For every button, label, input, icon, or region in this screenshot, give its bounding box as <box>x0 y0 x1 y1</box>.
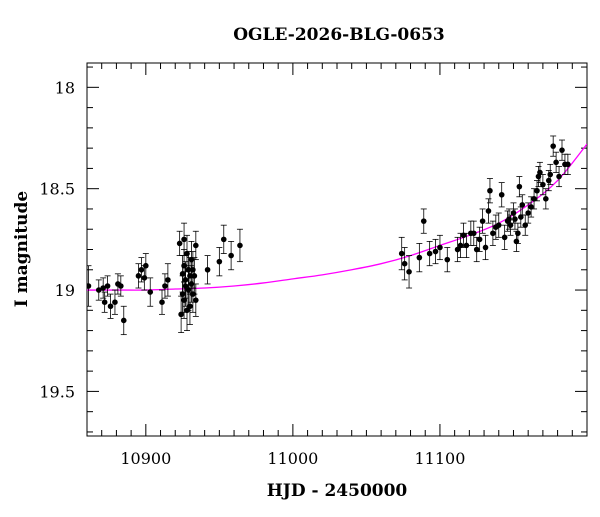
plot-frame <box>86 62 588 437</box>
data-point <box>193 297 199 303</box>
data-point <box>522 222 529 228</box>
data-point <box>531 196 537 202</box>
data-point <box>550 143 556 149</box>
data-point <box>147 289 154 295</box>
chart-title: OGLE-2026-BLG-0653 <box>233 25 445 45</box>
data-point <box>498 191 505 198</box>
data-point <box>437 244 443 251</box>
data-point <box>485 208 492 214</box>
data-point <box>547 171 554 178</box>
y-tick-label: 18 <box>55 78 75 97</box>
data-point <box>444 256 451 263</box>
data-point <box>176 240 183 247</box>
data-point <box>482 244 489 251</box>
data-point <box>420 218 427 224</box>
data-point <box>556 173 562 180</box>
data-point <box>525 210 531 216</box>
y-axis-label: I magnitude <box>12 191 32 308</box>
data-point <box>187 303 193 310</box>
y-tick-label: 19.5 <box>39 382 75 401</box>
data-point <box>479 218 486 224</box>
data-point <box>138 266 145 273</box>
data-point <box>534 187 540 194</box>
data-point <box>204 266 211 273</box>
axis-ticks <box>86 63 588 436</box>
data-point <box>100 285 106 291</box>
data-point <box>416 254 423 261</box>
data-point <box>182 283 189 289</box>
data-point <box>543 196 549 202</box>
data-point <box>470 230 477 237</box>
data-points-layer <box>87 135 571 336</box>
data-point <box>559 147 565 153</box>
tick-labels-layer: 10900 11000 11100 18 18.5 19 19.5 <box>39 78 465 468</box>
data-point <box>179 291 186 297</box>
x-tick-label: 11000 <box>267 449 318 468</box>
data-point <box>545 177 552 184</box>
data-point <box>515 230 521 237</box>
data-point <box>120 317 127 324</box>
data-point <box>162 283 168 289</box>
data-point <box>516 183 523 190</box>
data-point <box>191 273 198 279</box>
data-point <box>178 311 184 318</box>
data-point <box>476 236 483 243</box>
data-point <box>507 222 514 228</box>
data-point <box>193 242 199 249</box>
data-point <box>406 268 412 275</box>
data-point <box>487 187 493 194</box>
model-curve-layer <box>87 143 587 291</box>
data-point <box>101 299 108 306</box>
data-point <box>460 232 467 239</box>
model-curve <box>87 143 587 291</box>
data-point <box>228 252 234 259</box>
data-point <box>518 214 524 220</box>
data-point <box>457 242 464 249</box>
data-point <box>565 161 571 168</box>
data-point <box>490 230 496 237</box>
y-tick-label: 18.5 <box>39 180 75 199</box>
data-point <box>519 202 526 208</box>
data-point <box>398 250 405 257</box>
data-point <box>216 258 223 265</box>
data-point <box>463 242 470 249</box>
y-tick-label: 19 <box>55 281 75 300</box>
data-point <box>528 204 534 210</box>
data-point <box>510 210 517 216</box>
data-point <box>501 234 508 241</box>
data-point <box>112 299 118 306</box>
data-point <box>540 181 546 188</box>
data-point <box>454 246 461 253</box>
data-point <box>401 260 408 267</box>
data-point <box>107 303 114 310</box>
data-point <box>104 283 111 289</box>
x-tick-label: 11100 <box>414 449 465 468</box>
data-point <box>181 236 187 243</box>
data-point <box>165 277 171 283</box>
data-point <box>87 283 92 289</box>
data-point <box>506 216 512 222</box>
data-point <box>495 222 502 228</box>
data-point <box>190 266 196 273</box>
x-axis-label: HJD - 2450000 <box>267 481 408 501</box>
data-point <box>473 246 480 253</box>
data-point <box>237 242 243 249</box>
data-point <box>220 236 227 243</box>
data-point <box>512 216 518 222</box>
x-tick-label: 10900 <box>120 449 171 468</box>
data-point <box>159 299 165 306</box>
data-point <box>426 250 433 257</box>
data-point <box>95 287 102 293</box>
data-point <box>135 273 142 279</box>
data-point <box>143 262 149 269</box>
data-point <box>432 248 439 255</box>
data-point <box>553 159 559 166</box>
data-point <box>118 283 124 289</box>
data-point <box>537 169 543 176</box>
